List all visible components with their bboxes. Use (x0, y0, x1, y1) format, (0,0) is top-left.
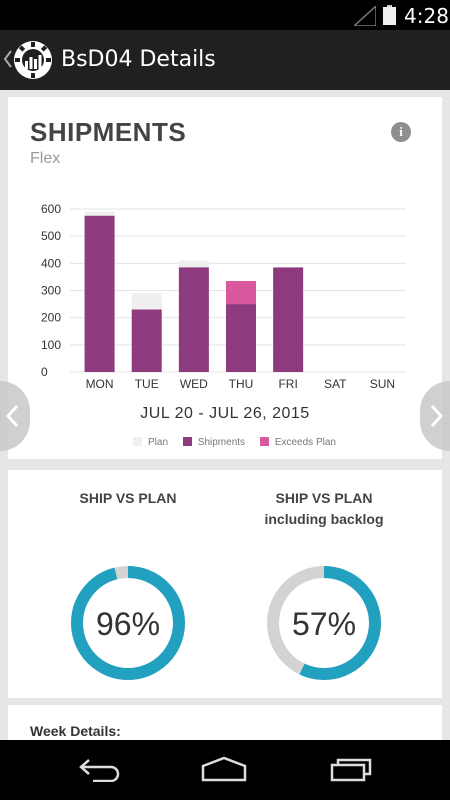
gauge-title-ship-vs-plan-backlog: SHIP VS PLAN including backlog (224, 488, 424, 530)
x-tick-label: MON (86, 377, 114, 391)
status-bar: 4:28 (0, 0, 450, 30)
exceeds-plan-bar (226, 280, 256, 305)
shipments-bar (226, 304, 256, 372)
x-tick-label: THU (229, 377, 254, 391)
y-tick-label: 0 (41, 365, 48, 379)
ship-vs-plan-gauge (71, 566, 185, 680)
gear-factory-icon[interactable] (12, 39, 54, 81)
shipments-bar (273, 267, 304, 372)
shipments-card: SHIPMENTS Flex i 0 100 200 300 400 500 600 MON T… (8, 97, 442, 459)
legend-swatch (133, 437, 142, 446)
ship-vs-plan-card: SHIP VS PLAN SHIP VS PLAN including back… (8, 470, 442, 698)
shipments-bar (131, 309, 162, 372)
legend-swatch (182, 437, 192, 446)
status-time: 4:28 (404, 4, 449, 28)
y-tick-label: 200 (41, 311, 61, 325)
gauge-title-line: SHIP VS PLAN (275, 490, 373, 506)
gauge-title-line: SHIP VS PLAN (79, 490, 177, 506)
y-tick-label: 500 (41, 229, 61, 243)
gauge-value: 96% (95, 606, 161, 642)
gauge-subtitle-line: including backlog (264, 511, 384, 527)
x-tick-label: FRI (278, 377, 297, 391)
legend-item-exceeds: Exceeds Plan (259, 437, 336, 448)
legend-label: Plan (148, 437, 169, 448)
recent-apps-icon[interactable] (330, 756, 374, 782)
week-details-label: Week Details: (30, 723, 121, 739)
gauge-value: 57% (291, 606, 357, 642)
y-tick-label: 400 (41, 256, 61, 270)
card-subtitle: Flex (30, 150, 61, 167)
chart-legend: Plan Shipments Exceeds Plan (133, 437, 348, 448)
week-details-card: Week Details: (8, 705, 442, 740)
content-area[interactable]: SHIPMENTS Flex i 0 100 200 300 400 500 600 MON T… (0, 90, 450, 740)
chevron-right-icon (430, 404, 444, 428)
shipments-bar (178, 267, 209, 372)
legend-item-shipments: Shipments (182, 437, 246, 448)
info-icon[interactable]: i (391, 122, 411, 142)
x-tick-label: SUN (370, 377, 395, 391)
y-tick-label: 300 (41, 284, 61, 298)
y-tick-label: 100 (41, 338, 61, 352)
x-tick-label: WED (180, 377, 208, 391)
action-bar: BsD04 Details (0, 30, 450, 90)
legend-label: Shipments (197, 437, 246, 448)
home-icon[interactable] (200, 756, 248, 782)
screen-title: BsD04 Details (61, 47, 216, 72)
gauge-fill-arc (267, 566, 381, 680)
gauge-title-ship-vs-plan: SHIP VS PLAN (28, 488, 228, 509)
system-nav-bar (0, 740, 450, 800)
shipments-chart: 0 100 200 300 400 500 600 MON TUE WED THU FRI SAT SUN (41, 202, 406, 391)
gauge-fill-arc (71, 566, 185, 680)
date-range: JUL 20 - JUL 26, 2015 (140, 405, 310, 422)
shipments-bar (84, 215, 115, 372)
x-tick-label: TUE (135, 377, 159, 391)
battery-icon (383, 5, 396, 25)
back-arrow-icon[interactable] (77, 756, 121, 782)
legend-swatch (259, 437, 269, 446)
legend-label: Exceeds Plan (274, 437, 336, 448)
signal-icon (354, 6, 376, 26)
chevron-left-icon (5, 404, 19, 428)
y-tick-label: 600 (41, 202, 61, 216)
x-tick-label: SAT (324, 377, 347, 391)
chevron-left-icon[interactable] (3, 49, 12, 69)
ship-vs-plan-backlog-gauge (267, 566, 381, 680)
card-title: SHIPMENTS (30, 117, 187, 147)
legend-item-plan: Plan (133, 437, 168, 448)
